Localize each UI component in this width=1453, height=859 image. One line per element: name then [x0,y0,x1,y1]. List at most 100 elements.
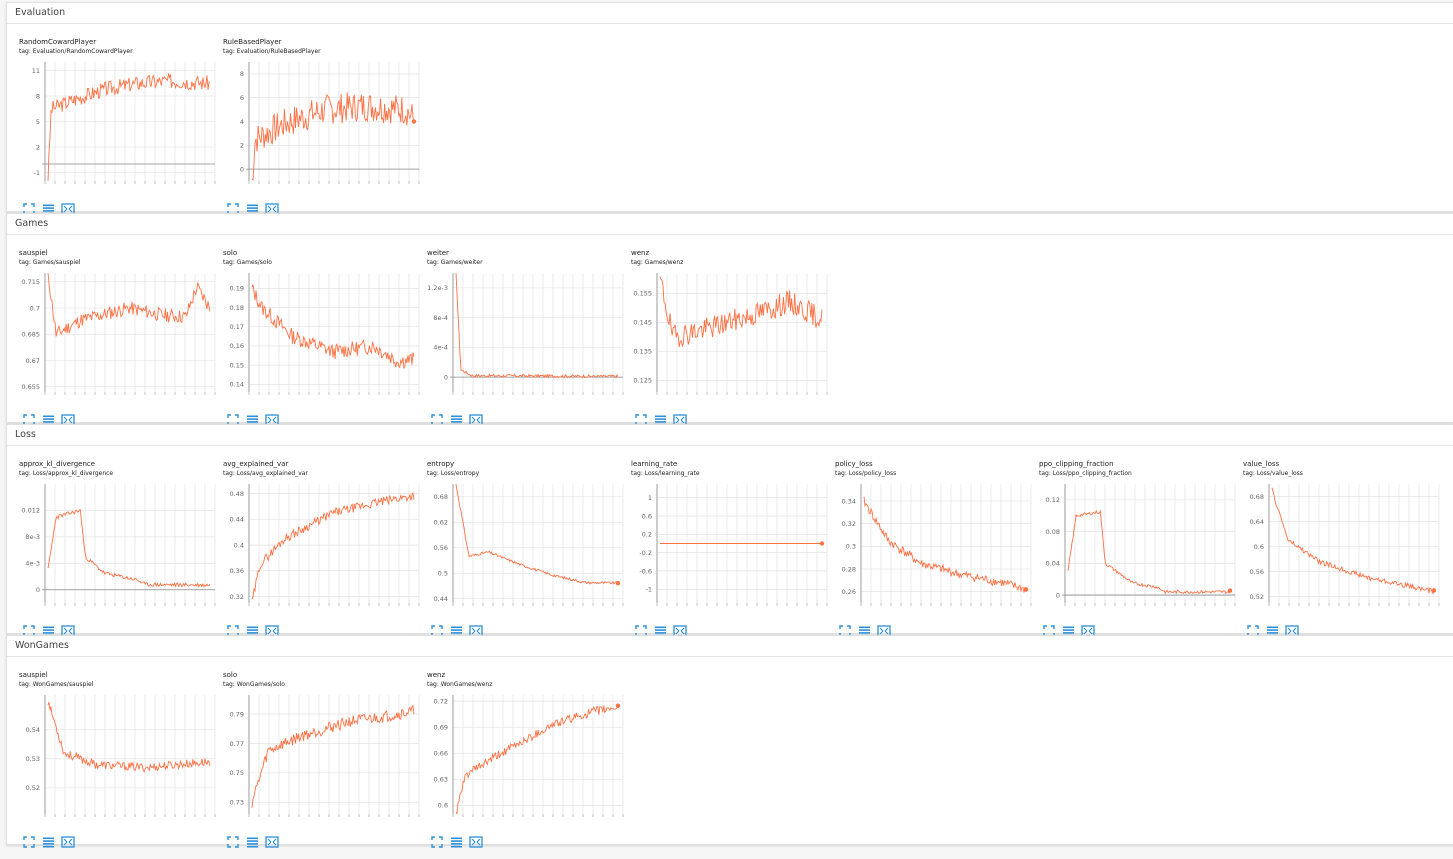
series-end-marker [1431,588,1437,593]
data-table-icon[interactable] [246,411,260,426]
chart-card: sauspiel tag: WonGames/sauspiel 0.54 0.53… [13,671,217,859]
expand-icon[interactable] [227,622,241,637]
data-table-icon[interactable] [654,411,668,426]
fit-domain-icon[interactable] [469,833,483,848]
expand-icon[interactable] [635,622,649,637]
fit-domain-icon[interactable] [469,622,483,637]
line-chart[interactable]: 0.715 0.7 0.685 0.67 0.655 [13,267,217,402]
series-line [659,276,823,348]
y-tick-label: 0.16 [230,342,244,350]
data-table-icon[interactable] [246,200,260,215]
expand-icon[interactable] [227,200,241,215]
fit-domain-icon[interactable] [265,200,279,215]
y-tick-label: 0.68 [1250,493,1264,501]
fit-domain-icon[interactable] [1081,622,1095,637]
expand-icon[interactable] [23,200,37,215]
series-end-marker [1023,587,1029,592]
fit-domain-icon[interactable] [877,622,891,637]
line-chart[interactable]: 0.19 0.18 0.17 0.16 0.15 0.14 [217,267,421,402]
card-buttons [431,622,488,637]
line-chart[interactable]: 0.72 0.69 0.66 0.63 0.6 [421,689,625,824]
fit-domain-icon[interactable] [265,411,279,426]
line-chart[interactable]: 1 0.6 0.2 -0.2 -0.6 -1 [625,478,829,613]
expand-icon[interactable] [227,411,241,426]
card-buttons [227,622,284,637]
data-table-icon[interactable] [450,833,464,848]
y-tick-label: 0.145 [633,319,652,327]
y-tick-label: 0.6 [438,802,448,810]
line-chart[interactable]: 0.155 0.145 0.135 0.125 [625,267,829,402]
chart-title: solo [223,671,238,679]
data-table-icon[interactable] [654,622,668,637]
data-table-icon[interactable] [42,622,56,637]
y-tick-label: 0.4 [234,541,244,549]
data-table-icon[interactable] [42,200,56,215]
fit-domain-icon[interactable] [61,411,75,426]
expand-icon[interactable] [635,411,649,426]
chart-tag: tag: Evaluation/RuleBasedPlayer [223,48,321,55]
series-line [251,491,415,600]
expand-icon[interactable] [431,622,445,637]
fit-domain-icon[interactable] [61,200,75,215]
fit-domain-icon[interactable] [469,411,483,426]
fit-domain-icon[interactable] [673,622,687,637]
chart-title: weiter [427,249,449,257]
y-tick-label: 0.64 [1250,518,1264,526]
section-header-wongames[interactable]: WonGames [7,636,1453,657]
line-chart[interactable]: 0.79 0.77 0.75 0.73 [217,689,421,824]
fit-domain-icon[interactable] [265,833,279,848]
section-header-evaluation[interactable]: Evaluation [7,3,1453,24]
section-header-games[interactable]: Games [7,214,1453,235]
y-tick-label: 0.75 [230,769,244,777]
line-chart[interactable]: 0.012 8e-3 4e-3 0 [13,478,217,613]
y-tick-label: 0 [36,586,40,594]
y-tick-label: 0.48 [230,490,244,498]
data-table-icon[interactable] [42,833,56,848]
data-table-icon[interactable] [1062,622,1076,637]
data-table-icon[interactable] [1266,622,1280,637]
data-table-icon[interactable] [450,411,464,426]
line-chart[interactable]: 11 8 5 2 -1 [13,56,217,191]
line-chart[interactable]: 0.12 0.08 0.04 0 [1033,478,1237,613]
line-chart[interactable]: 0.34 0.32 0.3 0.28 0.26 [829,478,1033,613]
data-table-icon[interactable] [450,622,464,637]
expand-icon[interactable] [23,411,37,426]
data-table-icon[interactable] [858,622,872,637]
expand-icon[interactable] [839,622,853,637]
y-tick-label: 0.12 [1046,496,1060,504]
expand-icon[interactable] [1043,622,1057,637]
data-table-icon[interactable] [246,833,260,848]
line-chart[interactable]: 0.68 0.62 0.56 0.5 0.44 [421,478,625,613]
line-chart[interactable]: 0.68 0.64 0.6 0.56 0.52 [1237,478,1441,613]
expand-icon[interactable] [1247,622,1261,637]
chart-tag: tag: WonGames/wenz [427,681,493,688]
section-loss: Loss approx_kl_divergence tag: Loss/appr… [6,424,1453,637]
fit-domain-icon[interactable] [265,622,279,637]
card-buttons [23,622,80,637]
expand-icon[interactable] [227,833,241,848]
line-chart[interactable]: 0.54 0.53 0.52 [13,689,217,824]
fit-domain-icon[interactable] [61,833,75,848]
section-header-loss[interactable]: Loss [7,425,1453,446]
card-buttons [23,200,80,215]
series-end-marker [1227,588,1233,593]
fit-domain-icon[interactable] [1285,622,1299,637]
line-chart[interactable]: 1.2e-3 8e-4 4e-4 0 [421,267,625,402]
y-tick-label: 0.17 [230,323,244,331]
series-end-marker [819,541,825,546]
line-chart[interactable]: 0.48 0.44 0.4 0.36 0.32 [217,478,421,613]
series-line [251,284,415,370]
expand-icon[interactable] [431,833,445,848]
y-tick-label: 0.155 [633,290,652,298]
chart-card: weiter tag: Games/weiter 1.2e-3 8e-4 4e-4 0 [421,249,625,437]
data-table-icon[interactable] [246,622,260,637]
chart-title: entropy [427,460,455,468]
line-chart[interactable]: 8 6 4 2 0 [217,56,421,191]
data-table-icon[interactable] [42,411,56,426]
card-buttons [227,411,284,426]
fit-domain-icon[interactable] [673,411,687,426]
expand-icon[interactable] [431,411,445,426]
expand-icon[interactable] [23,833,37,848]
fit-domain-icon[interactable] [61,622,75,637]
expand-icon[interactable] [23,622,37,637]
